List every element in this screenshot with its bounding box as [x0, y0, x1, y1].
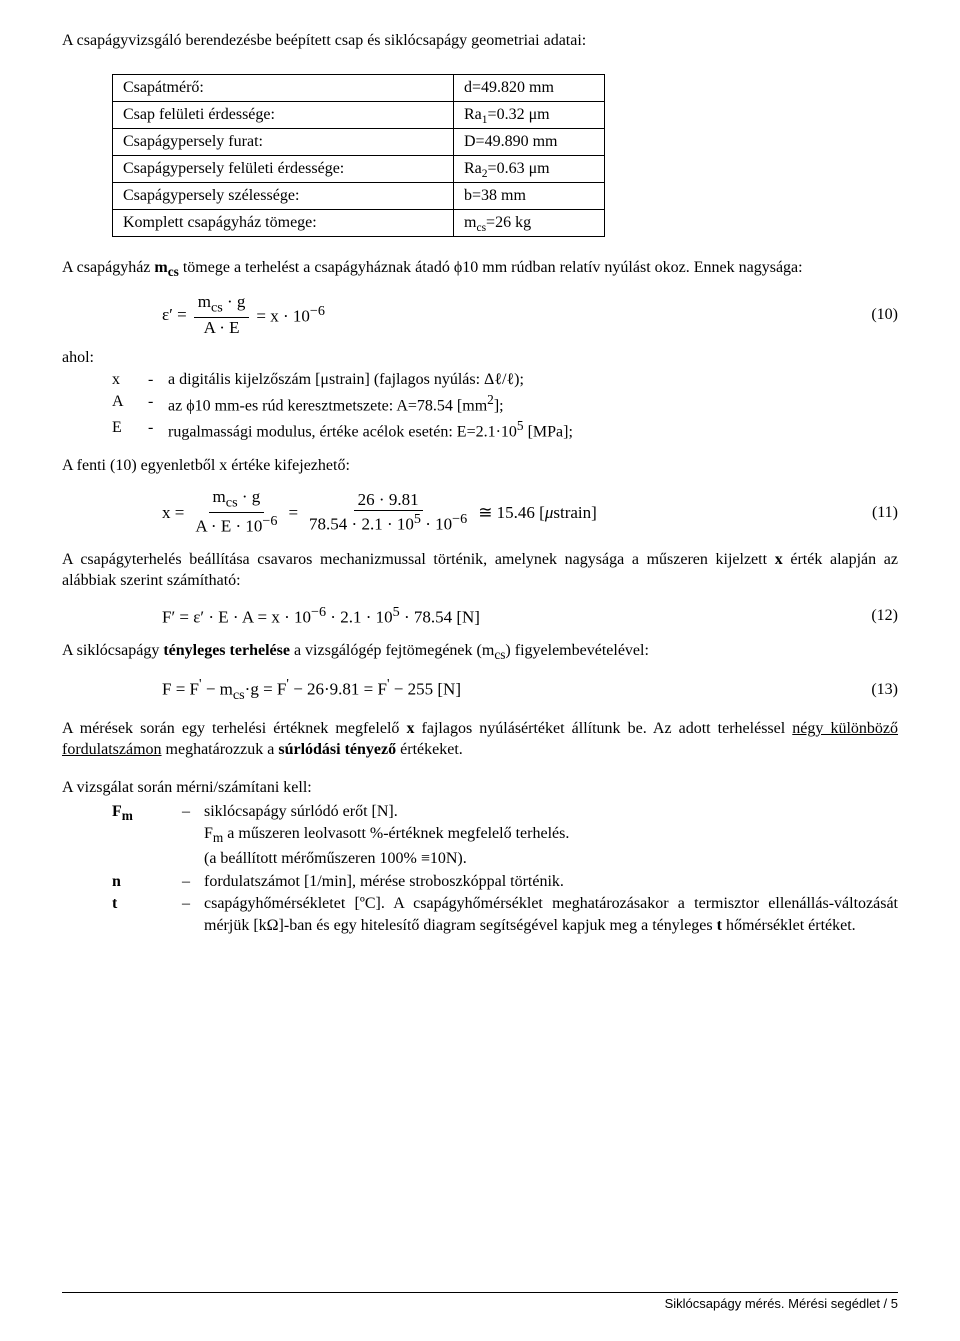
table-cell-value: d=49.820 mm — [454, 74, 605, 101]
table-cell-label: Csapágypersely felületi érdessége: — [113, 155, 454, 182]
table-cell-label: Csap felületi érdessége: — [113, 101, 454, 128]
measure-row: Fm–siklócsapágy súrlódó erőt [N].Fm a mű… — [62, 801, 898, 871]
equation-11: x = mcs · g A · E · 10−6 = 26 · 9.81 78.… — [62, 488, 898, 536]
where-row: A-az ϕ10 mm-es rúd keresztmetszete: A=78… — [112, 391, 898, 417]
measure-symbol: Fm — [62, 801, 182, 871]
eq10-frac-num: mcs · g — [194, 293, 250, 318]
where-description: az ϕ10 mm-es rúd keresztmetszete: A=78.5… — [168, 391, 898, 417]
where-row: E-rugalmassági modulus, értéke acélok es… — [112, 417, 898, 443]
eq10-rhs: = x · 10−6 — [256, 303, 325, 327]
where-symbol: A — [112, 391, 148, 417]
table-row: Csapátmérő:d=49.820 mm — [113, 74, 605, 101]
where-dash: - — [148, 391, 168, 417]
eq12-text: F′ = ε′ · E · A = x · 10−6 · 2.1 · 105 ·… — [162, 604, 480, 628]
eq10-lhs: ε′ = — [162, 305, 187, 325]
table-cell-value: b=38 mm — [454, 182, 605, 209]
table-cell-value: mcs=26 kg — [454, 209, 605, 236]
measure-block: A vizsgálat során mérni/számítani kell: … — [62, 779, 898, 938]
eq11-number: (11) — [838, 504, 898, 522]
eq13-text: F = F' − mcs·g = F' − 26·9.81 = F' − 255… — [162, 676, 461, 704]
measure-heading: A vizsgálat során mérni/számítani kell: — [62, 779, 898, 797]
where-symbol: E — [112, 417, 148, 443]
eq11-lead: A fenti (10) egyenletből x értéke kifeje… — [62, 455, 898, 477]
geometry-table: Csapátmérő:d=49.820 mmCsap felületi érde… — [112, 74, 605, 237]
page-footer: Siklócsapágy mérés. Mérési segédlet / 5 — [62, 1292, 898, 1311]
where-dash: - — [148, 417, 168, 443]
set-load-paragraph: A csapágyterhelés beállítása csavaros me… — [62, 549, 898, 592]
table-cell-value: D=49.890 mm — [454, 128, 605, 155]
measure-symbol: t — [62, 893, 182, 938]
where-symbol: x — [112, 369, 148, 391]
intro-paragraph: A csapágyvizsgáló berendezésbe beépített… — [62, 30, 898, 52]
where-row: x-a digitális kijelzőszám [μstrain] (faj… — [112, 369, 898, 391]
eq10-frac-den: A · E — [200, 318, 244, 338]
table-cell-label: Csapágypersely szélessége: — [113, 182, 454, 209]
equation-12: F′ = ε′ · E · A = x · 10−6 · 2.1 · 105 ·… — [62, 604, 898, 628]
eq12-number: (12) — [838, 607, 898, 625]
eq10-number: (10) — [838, 306, 898, 324]
measure-description: siklócsapágy súrlódó erőt [N].Fm a műsze… — [204, 801, 898, 871]
where-heading: ahol: — [62, 349, 898, 367]
measure-dash: – — [182, 801, 204, 871]
table-cell-value: Ra2=0.63 μm — [454, 155, 605, 182]
table-row: Csapágypersely szélessége:b=38 mm — [113, 182, 605, 209]
where-block: ahol: x-a digitális kijelzőszám [μstrain… — [62, 349, 898, 442]
mcs-paragraph: A csapágyház mcs tömege a terhelést a cs… — [62, 257, 898, 281]
where-dash: - — [148, 369, 168, 391]
eq11-frac2-num: 26 · 9.81 — [354, 491, 423, 512]
where-description: rugalmassági modulus, értéke acélok eset… — [168, 417, 898, 443]
table-cell-label: Csapátmérő: — [113, 74, 454, 101]
measure-symbol: n — [62, 871, 182, 893]
equation-13: F = F' − mcs·g = F' − 26·9.81 = F' − 255… — [62, 676, 898, 704]
table-row: Komplett csapágyház tömege:mcs=26 kg — [113, 209, 605, 236]
actual-load-paragraph: A siklócsapágy tényleges terhelése a viz… — [62, 640, 898, 664]
eq13-number: (13) — [838, 681, 898, 699]
table-row: Csapágypersely furat:D=49.890 mm — [113, 128, 605, 155]
table-cell-value: Ra1=0.32 μm — [454, 101, 605, 128]
where-description: a digitális kijelzőszám [μstrain] (fajla… — [168, 369, 898, 391]
measure-description: csapágyhőmérsékletet [ºC]. A csapágyhőmé… — [204, 893, 898, 938]
measure-row: t–csapágyhőmérsékletet [ºC]. A csapágyhő… — [62, 893, 898, 938]
equation-10: ε′ = mcs · g A · E = x · 10−6 (10) — [62, 293, 898, 338]
eq11-frac1-den: A · E · 10−6 — [191, 513, 281, 536]
measure-dash: – — [182, 871, 204, 893]
table-cell-label: Komplett csapágyház tömege: — [113, 209, 454, 236]
measure-description: fordulatszámot [1/min], mérése stroboszk… — [204, 871, 898, 893]
eq11-eq1: = — [288, 503, 298, 523]
eq11-lhs: x = — [162, 503, 184, 523]
measure-dash: – — [182, 893, 204, 938]
eq11-frac1-num: mcs · g — [209, 488, 265, 513]
table-row: Csapágypersely felületi érdessége:Ra2=0.… — [113, 155, 605, 182]
eq11-rhs: ≅ 15.46 [μstrain] — [478, 503, 597, 523]
table-cell-label: Csapágypersely furat: — [113, 128, 454, 155]
table-row: Csap felületi érdessége:Ra1=0.32 μm — [113, 101, 605, 128]
measurement-paragraph: A mérések során egy terhelési értéknek m… — [62, 718, 898, 761]
eq11-frac2-den: 78.54 · 2.1 · 105 · 10−6 — [305, 511, 471, 534]
measure-row: n–fordulatszámot [1/min], mérése strobos… — [62, 871, 898, 893]
